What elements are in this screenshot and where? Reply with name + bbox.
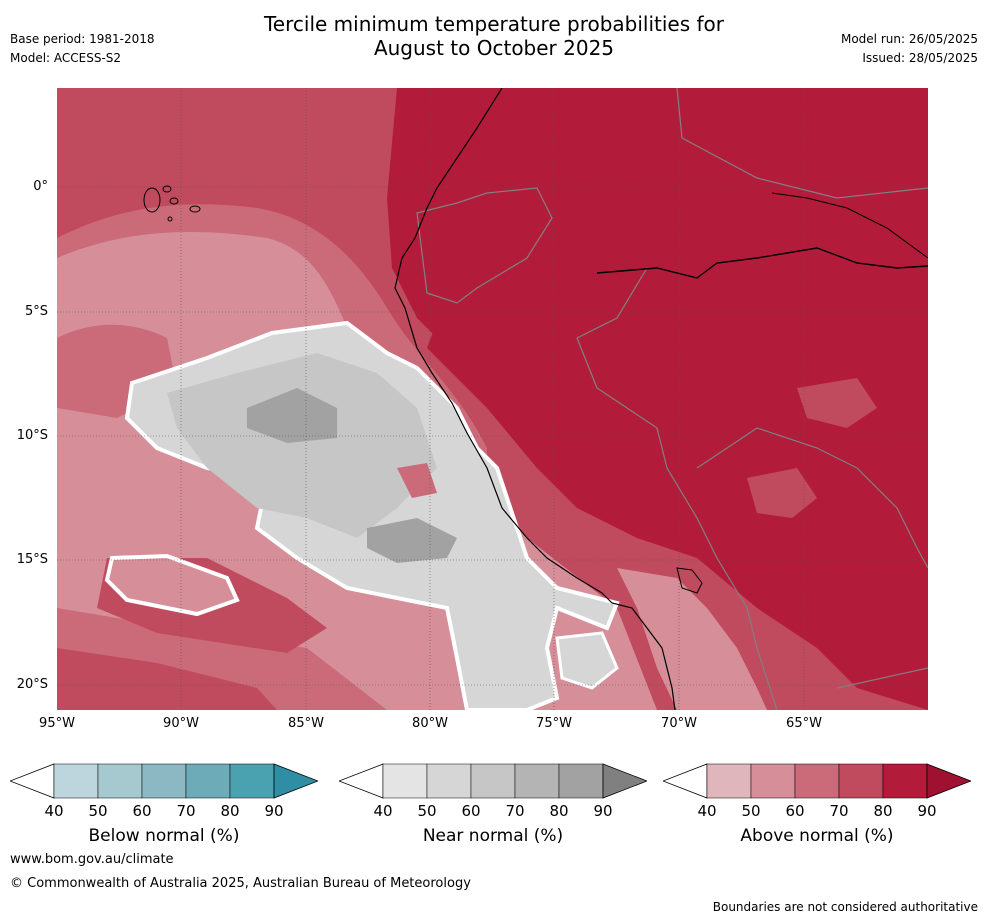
colorbar-near-min-arrow — [337, 763, 384, 799]
footer-copyright: © Commonwealth of Australia 2025, Austra… — [10, 876, 471, 891]
above-50-zone-south — [617, 568, 767, 710]
base-period-label: Base period: 1981-2018 — [10, 32, 155, 46]
colorbar-above-normal: 40 50 60 70 80 90 — [661, 762, 973, 838]
title-line-2: August to October 2025 — [373, 36, 615, 60]
colorbar-near-tick-label: 40 — [373, 802, 392, 820]
lon-label-80w: 80°W — [412, 716, 448, 731]
colorbar-above-segment — [882, 763, 928, 799]
colorbar-below-tick-label: 90 — [264, 802, 283, 820]
colorbar-above-segment — [706, 763, 752, 799]
colorbar-above-svg: 40 50 60 70 80 90 — [661, 763, 973, 820]
near-80-patch-north — [247, 388, 337, 443]
lon-label-95w: 95°W — [39, 716, 75, 731]
colorbar-below-segment — [53, 763, 99, 799]
lat-label-0: 0° — [33, 179, 48, 194]
colorbar-above-title: Above normal (%) — [740, 826, 894, 846]
lat-label-10s: 10°S — [16, 428, 48, 443]
lat-label-15s: 15°S — [16, 552, 48, 567]
galapagos-islands — [143, 185, 201, 222]
chart-title: Tercile minimum temperature probabilitie… — [0, 12, 988, 60]
colorbar-above-tick-label: 50 — [741, 802, 760, 820]
colorbar-near-tick-label: 60 — [461, 802, 480, 820]
colorbar-below-title: Below normal (%) — [88, 826, 240, 846]
country-borders — [416, 88, 928, 710]
colorbar-near-segment — [382, 763, 428, 799]
colorbar-above-tick-label: 40 — [697, 802, 716, 820]
amazon-river — [596, 247, 928, 279]
above-70-patch-east — [797, 378, 877, 428]
colorbar-above-segment — [794, 763, 840, 799]
coastline — [394, 88, 676, 710]
colorbar-below-min-arrow — [8, 763, 55, 799]
near-normal-patch-west — [104, 553, 240, 617]
colorbar-below-normal: 40 50 60 70 80 90 — [8, 762, 320, 838]
near-80-patch-south — [367, 518, 457, 563]
colorbar-below-max-arrow — [273, 763, 320, 799]
near-60-zone — [167, 353, 437, 538]
probability-map — [57, 88, 928, 710]
colorbar-below-tick-label: 60 — [132, 802, 151, 820]
colorbar-below-tick-label: 80 — [220, 802, 239, 820]
colorbar-near-tick-label: 90 — [593, 802, 612, 820]
above-pocket — [397, 463, 437, 498]
colorbar-above-tick-label: 70 — [829, 802, 848, 820]
colorbar-below-segment — [185, 763, 231, 799]
colorbar-near-max-arrow — [602, 763, 649, 799]
colorbar-near-svg: 40 50 60 70 80 90 — [337, 763, 649, 820]
colorbar-above-segment — [750, 763, 796, 799]
colorbar-above-max-arrow — [926, 763, 973, 799]
colorbar-above-tick-label: 90 — [917, 802, 936, 820]
colorbar-above-min-arrow — [661, 763, 708, 799]
colorbar-near-segment — [470, 763, 516, 799]
lon-label-70w: 70°W — [661, 716, 697, 731]
colorbar-near-title: Near normal (%) — [422, 826, 564, 846]
above-70-patch-land — [747, 468, 817, 518]
issued-label: Issued: 28/05/2025 — [862, 51, 978, 65]
colorbar-above-tick-label: 80 — [873, 802, 892, 820]
colorbar-below-tick-label: 70 — [176, 802, 195, 820]
colorbar-below-segment — [97, 763, 143, 799]
title-line-1: Tercile minimum temperature probabilitie… — [263, 12, 725, 36]
rio-negro — [771, 192, 928, 259]
above-70-zone-south — [57, 648, 277, 710]
colorbar-above-tick-label: 60 — [785, 802, 804, 820]
colorbar-below-tick-label: 40 — [44, 802, 63, 820]
lon-label-90w: 90°W — [163, 716, 199, 731]
colorbar-above-segment — [838, 763, 884, 799]
model-label: Model: ACCESS-S2 — [10, 51, 122, 65]
colorbar-near-tick-label: 70 — [505, 802, 524, 820]
colorbar-near-segment — [426, 763, 472, 799]
colorbar-near-segment — [558, 763, 604, 799]
colorbar-near-tick-label: 50 — [417, 802, 436, 820]
lat-label-20s: 20°S — [16, 677, 48, 692]
lake-titicaca — [676, 567, 703, 594]
lon-label-65w: 65°W — [786, 716, 822, 731]
colorbar-below-segment — [229, 763, 275, 799]
near-normal-patch — [555, 631, 619, 690]
colorbar-near-segment — [514, 763, 560, 799]
colorbar-below-segment — [141, 763, 187, 799]
lon-label-75w: 75°W — [536, 716, 572, 731]
colorbar-near-tick-label: 80 — [549, 802, 568, 820]
colorbar-below-tick-label: 50 — [88, 802, 107, 820]
lat-label-5s: 5°S — [24, 304, 48, 319]
colorbar-below-svg: 40 50 60 70 80 90 — [8, 763, 320, 820]
above-80-zone-coast — [427, 268, 928, 710]
model-run-label: Model run: 26/05/2025 — [840, 32, 978, 46]
colorbar-near-normal: 40 50 60 70 80 90 — [337, 762, 649, 838]
footer-disclaimer: Boundaries are not considered authoritat… — [712, 900, 978, 914]
lon-label-85w: 85°W — [288, 716, 324, 731]
map-gridlines — [57, 88, 928, 710]
footer-url: www.bom.gov.au/climate — [10, 852, 174, 867]
